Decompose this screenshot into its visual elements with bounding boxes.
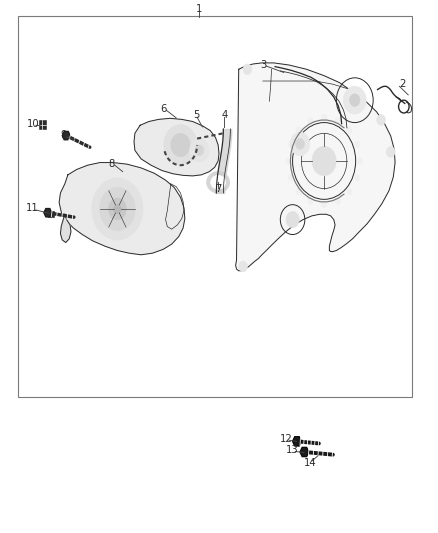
Circle shape bbox=[357, 158, 363, 164]
Polygon shape bbox=[62, 132, 70, 140]
Ellipse shape bbox=[211, 175, 226, 189]
Circle shape bbox=[171, 133, 190, 157]
Polygon shape bbox=[44, 208, 52, 217]
Circle shape bbox=[350, 94, 360, 107]
Text: 7: 7 bbox=[215, 184, 221, 194]
Text: 14: 14 bbox=[304, 458, 316, 468]
Circle shape bbox=[355, 141, 360, 148]
Circle shape bbox=[343, 86, 366, 114]
Circle shape bbox=[164, 125, 197, 165]
Circle shape bbox=[286, 212, 299, 228]
Text: 10: 10 bbox=[27, 119, 39, 128]
Text: 4: 4 bbox=[221, 110, 227, 120]
Text: 2: 2 bbox=[399, 79, 405, 89]
Circle shape bbox=[288, 174, 293, 181]
Ellipse shape bbox=[207, 172, 230, 193]
Text: 6: 6 bbox=[161, 104, 167, 114]
Text: 1: 1 bbox=[196, 4, 202, 14]
Circle shape bbox=[312, 147, 336, 175]
Circle shape bbox=[296, 189, 301, 195]
Circle shape bbox=[335, 117, 340, 124]
Polygon shape bbox=[59, 163, 185, 255]
Circle shape bbox=[290, 132, 310, 156]
Circle shape bbox=[92, 178, 143, 240]
Circle shape bbox=[321, 114, 327, 120]
Bar bbox=[48, 211, 54, 217]
Text: 5: 5 bbox=[193, 110, 199, 120]
Polygon shape bbox=[134, 118, 219, 176]
Circle shape bbox=[296, 127, 301, 133]
Polygon shape bbox=[236, 63, 395, 271]
Circle shape bbox=[377, 115, 385, 125]
Text: 13: 13 bbox=[286, 445, 298, 455]
Circle shape bbox=[239, 261, 247, 272]
Bar bbox=[39, 120, 46, 129]
Circle shape bbox=[321, 201, 327, 208]
Bar bbox=[18, 16, 412, 397]
Polygon shape bbox=[300, 447, 309, 457]
Polygon shape bbox=[60, 214, 71, 243]
Circle shape bbox=[296, 139, 304, 149]
Text: 3: 3 bbox=[261, 60, 267, 70]
Circle shape bbox=[243, 64, 252, 75]
Polygon shape bbox=[293, 437, 301, 446]
Circle shape bbox=[355, 174, 360, 181]
Circle shape bbox=[386, 147, 395, 157]
Text: 11: 11 bbox=[26, 204, 39, 213]
Circle shape bbox=[109, 198, 126, 220]
Circle shape bbox=[288, 141, 293, 148]
Circle shape bbox=[335, 198, 340, 205]
Text: 12: 12 bbox=[280, 434, 293, 443]
Circle shape bbox=[308, 198, 313, 205]
Text: 8: 8 bbox=[109, 159, 115, 168]
Circle shape bbox=[99, 187, 135, 231]
Circle shape bbox=[190, 139, 209, 162]
Circle shape bbox=[308, 117, 313, 124]
Text: 9: 9 bbox=[61, 131, 67, 140]
Circle shape bbox=[113, 204, 121, 214]
Circle shape bbox=[347, 127, 352, 133]
Circle shape bbox=[347, 189, 352, 195]
Circle shape bbox=[195, 145, 204, 156]
Circle shape bbox=[286, 158, 291, 164]
